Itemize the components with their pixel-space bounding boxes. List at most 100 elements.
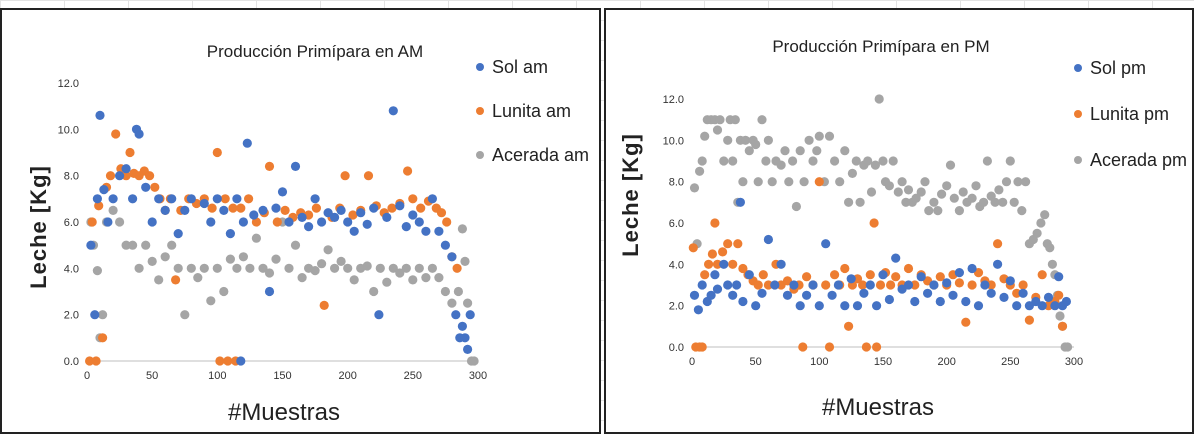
data-point-sol-pm	[980, 280, 990, 290]
data-point-acerada-pm	[942, 181, 952, 191]
data-point-acerada-pm	[878, 156, 888, 166]
data-point-acerada-am	[206, 296, 216, 306]
data-point-sol-am	[86, 240, 96, 250]
y-tick-label: 8.0	[669, 177, 684, 189]
data-point-acerada-pm	[814, 131, 824, 141]
data-point-acerada-am	[225, 254, 235, 264]
data-point-lunita-am	[150, 182, 160, 192]
data-point-acerada-pm	[723, 135, 733, 145]
x-tick-label: 150	[273, 370, 291, 382]
data-point-sol-am	[457, 321, 467, 331]
data-point-sol-am	[414, 217, 424, 227]
data-point-lunita-pm	[935, 272, 945, 282]
data-point-acerada-am	[271, 254, 281, 264]
legend-label: Sol pm	[1090, 58, 1146, 78]
y-tick-label: 12.0	[663, 94, 684, 106]
data-point-lunita-pm	[954, 278, 964, 288]
data-point-acerada-am	[219, 286, 229, 297]
data-point-acerada-am	[469, 356, 479, 366]
data-point-sol-am	[186, 194, 196, 204]
data-point-acerada-pm	[1045, 243, 1055, 253]
data-point-lunita-pm	[710, 218, 720, 228]
data-point-acerada-am	[121, 240, 131, 250]
data-point-acerada-pm	[697, 156, 707, 166]
data-point-sol-pm	[910, 296, 920, 307]
chart-pm-panel[interactable]: Producción Primípara en PM Leche [Kg] #M…	[604, 8, 1194, 434]
data-point-acerada-pm	[916, 187, 926, 197]
data-point-acerada-pm	[937, 189, 947, 199]
data-point-lunita-am	[251, 217, 261, 227]
data-point-sol-pm	[929, 280, 939, 290]
y-tick-label: 6.0	[64, 217, 79, 229]
data-point-acerada-pm	[1009, 197, 1019, 207]
data-point-acerada-pm	[757, 115, 767, 125]
data-point-lunita-am	[121, 171, 131, 181]
data-point-acerada-pm	[920, 177, 930, 187]
data-point-lunita-am	[340, 171, 350, 181]
data-point-sol-pm	[827, 290, 837, 300]
data-point-lunita-am	[272, 217, 282, 227]
data-point-acerada-pm	[903, 185, 914, 195]
data-point-sol-am	[330, 212, 340, 222]
data-point-sol-am	[108, 194, 118, 204]
data-point-sol-pm	[840, 301, 850, 311]
data-point-lunita-am	[408, 194, 418, 204]
data-point-sol-pm	[954, 268, 964, 278]
chart-am-title: Producción Primípara en AM	[207, 42, 423, 61]
data-point-acerada-pm	[844, 197, 854, 207]
y-tick-label: 10.0	[58, 124, 79, 136]
data-point-sol-pm	[697, 280, 707, 290]
x-tick-label: 0	[84, 370, 90, 382]
data-point-acerada-pm	[911, 193, 921, 203]
data-point-lunita-pm	[1018, 280, 1028, 290]
chart-am-panel[interactable]: Producción Primípara en AM Leche [Kg] #M…	[0, 8, 601, 434]
data-point-sol-am	[297, 212, 307, 222]
data-point-lunita-pm	[733, 239, 743, 249]
data-point-sol-am	[147, 217, 157, 227]
data-point-lunita-am	[105, 171, 116, 181]
data-point-lunita-am	[436, 208, 447, 218]
data-point-sol-am	[199, 198, 209, 209]
data-point-sol-pm	[999, 292, 1009, 302]
data-point-acerada-pm	[929, 197, 939, 207]
y-tick-label: 2.0	[669, 301, 684, 313]
data-point-sol-pm	[884, 294, 894, 305]
data-point-sol-am	[401, 222, 411, 232]
data-point-acerada-pm	[1063, 342, 1073, 352]
x-tick-label: 150	[874, 356, 892, 368]
data-point-sol-pm	[903, 280, 914, 290]
chart-pm-ylabel: Leche [Kg]	[618, 133, 643, 257]
chart-pm-title: Producción Primípara en PM	[772, 37, 989, 56]
data-point-lunita-am	[125, 147, 135, 158]
data-point-acerada-am	[290, 240, 301, 250]
data-point-lunita-am	[442, 217, 452, 227]
data-point-sol-am	[141, 182, 151, 192]
data-point-sol-am	[374, 310, 384, 320]
data-point-lunita-am	[215, 356, 225, 366]
data-point-lunita-am	[98, 333, 108, 343]
data-point-acerada-pm	[884, 181, 894, 191]
data-point-sol-pm	[1054, 272, 1064, 282]
data-point-acerada-pm	[776, 160, 786, 170]
data-point-lunita-pm	[824, 342, 835, 352]
data-point-lunita-am	[220, 194, 230, 204]
data-point-lunita-am	[212, 147, 222, 158]
data-point-acerada-am	[317, 259, 327, 269]
y-tick-label: 4.0	[669, 259, 684, 271]
data-point-acerada-am	[369, 286, 379, 297]
data-point-sol-am	[167, 194, 177, 204]
data-point-acerada-pm	[1005, 156, 1015, 166]
data-point-sol-am	[154, 194, 164, 204]
data-point-acerada-am	[330, 263, 340, 273]
data-point-acerada-pm	[994, 185, 1004, 195]
data-point-lunita-am	[403, 166, 413, 176]
data-point-acerada-am	[349, 275, 359, 285]
data-point-acerada-pm	[924, 206, 934, 216]
legend-marker	[476, 107, 484, 115]
data-point-sol-am	[225, 229, 235, 239]
data-point-acerada-pm	[870, 160, 880, 170]
data-point-acerada-am	[414, 263, 424, 273]
data-point-lunita-pm	[1057, 321, 1068, 331]
data-point-sol-am	[451, 310, 461, 320]
data-point-acerada-pm	[791, 201, 801, 212]
